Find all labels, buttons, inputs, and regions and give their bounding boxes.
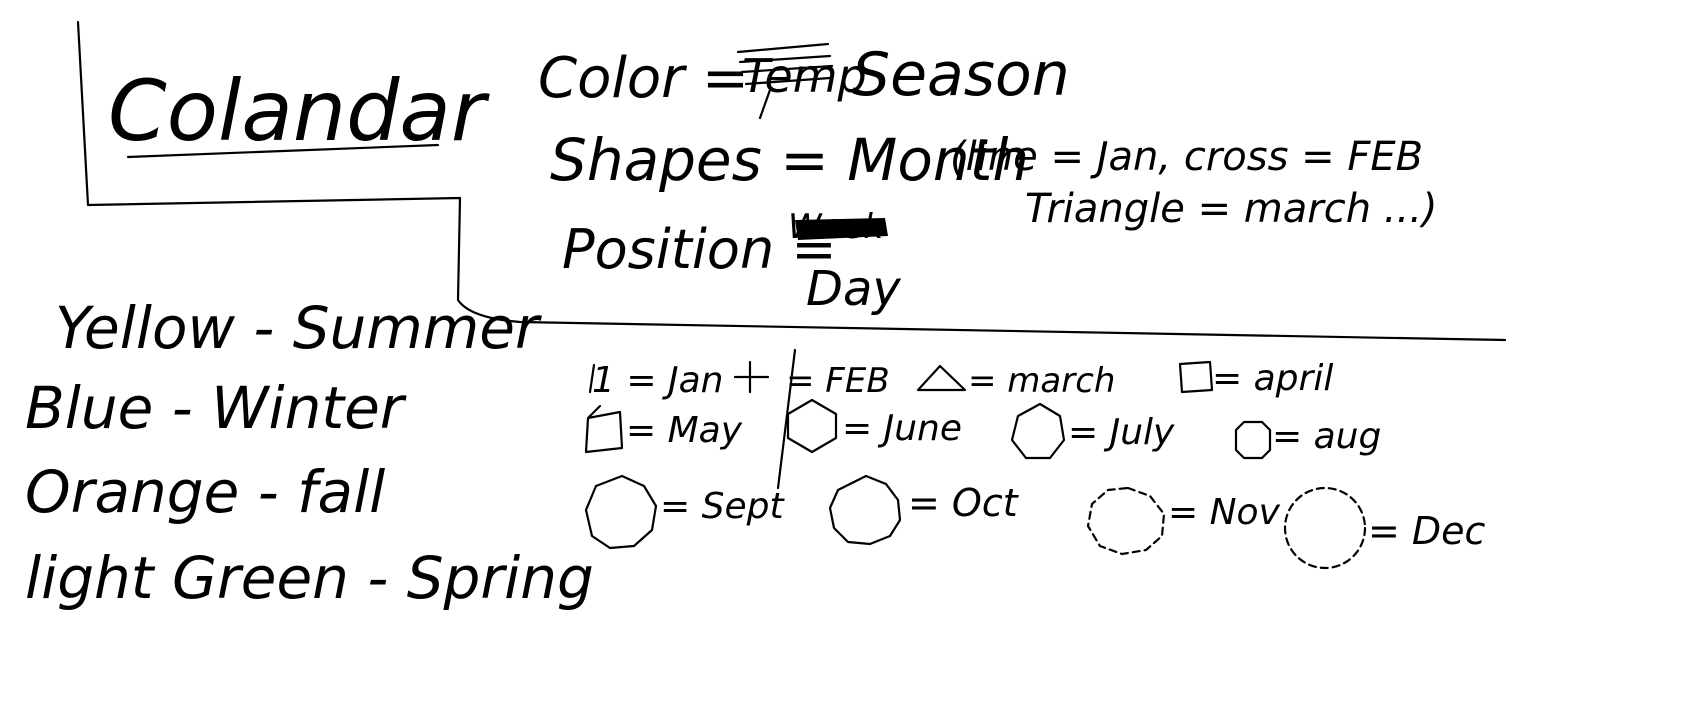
season-spring: light Green - Spring bbox=[25, 544, 594, 612]
color-rule-value: Season bbox=[852, 40, 1070, 110]
month-jan: 1 = Jan bbox=[592, 360, 723, 401]
square-icon bbox=[1178, 360, 1214, 394]
position-struck-word: Week bbox=[788, 207, 888, 247]
color-rule-label: Color = bbox=[538, 46, 749, 111]
position-rule-value: Day bbox=[806, 261, 901, 317]
month-june: = June bbox=[842, 408, 962, 449]
cross-icon bbox=[733, 360, 770, 394]
color-struck-word: Temp bbox=[736, 42, 867, 120]
month-july: = July bbox=[1068, 412, 1175, 453]
heptagon-icon bbox=[1010, 402, 1066, 460]
month-march: = march bbox=[968, 361, 1115, 401]
dashed-polygon-icon bbox=[1086, 486, 1166, 556]
pentagon-icon bbox=[584, 404, 624, 454]
month-aug: = aug bbox=[1272, 416, 1381, 457]
shapes-rule-detail-2: Triangle = march ...) bbox=[1025, 186, 1438, 232]
month-nov: = Nov bbox=[1168, 492, 1281, 533]
season-summer: Yellow - Summer bbox=[55, 294, 542, 362]
month-dec: = Dec bbox=[1368, 509, 1486, 553]
jan-feb-divider bbox=[776, 348, 797, 490]
season-winter: Blue - Winter bbox=[25, 374, 407, 442]
page-title: Colandar bbox=[108, 62, 490, 160]
shapes-rule-label: Shapes = Month bbox=[550, 126, 1029, 194]
hexagon-icon bbox=[786, 398, 838, 454]
title-box-outline bbox=[76, 20, 1507, 342]
line-icon bbox=[588, 363, 596, 394]
month-april: = april bbox=[1212, 358, 1333, 399]
season-fall: Orange - fall bbox=[25, 458, 385, 526]
nonagon-icon bbox=[584, 474, 658, 550]
strike-scribble-1 bbox=[736, 42, 834, 120]
dashed-circle-icon bbox=[1283, 486, 1367, 570]
month-sept: = Sept bbox=[660, 486, 785, 527]
decagon-icon bbox=[828, 474, 902, 546]
octagon-icon bbox=[1234, 420, 1272, 460]
strike-blot bbox=[795, 218, 888, 240]
month-may: = May bbox=[626, 410, 743, 451]
triangle-icon bbox=[916, 364, 967, 392]
title-underline bbox=[126, 143, 440, 159]
shapes-rule-detail-1: (line = Jan, cross = FEB bbox=[950, 134, 1423, 180]
month-oct: = Oct bbox=[908, 481, 1020, 525]
position-rule-label: Position = bbox=[562, 218, 837, 281]
month-feb: = FEB bbox=[786, 361, 890, 401]
